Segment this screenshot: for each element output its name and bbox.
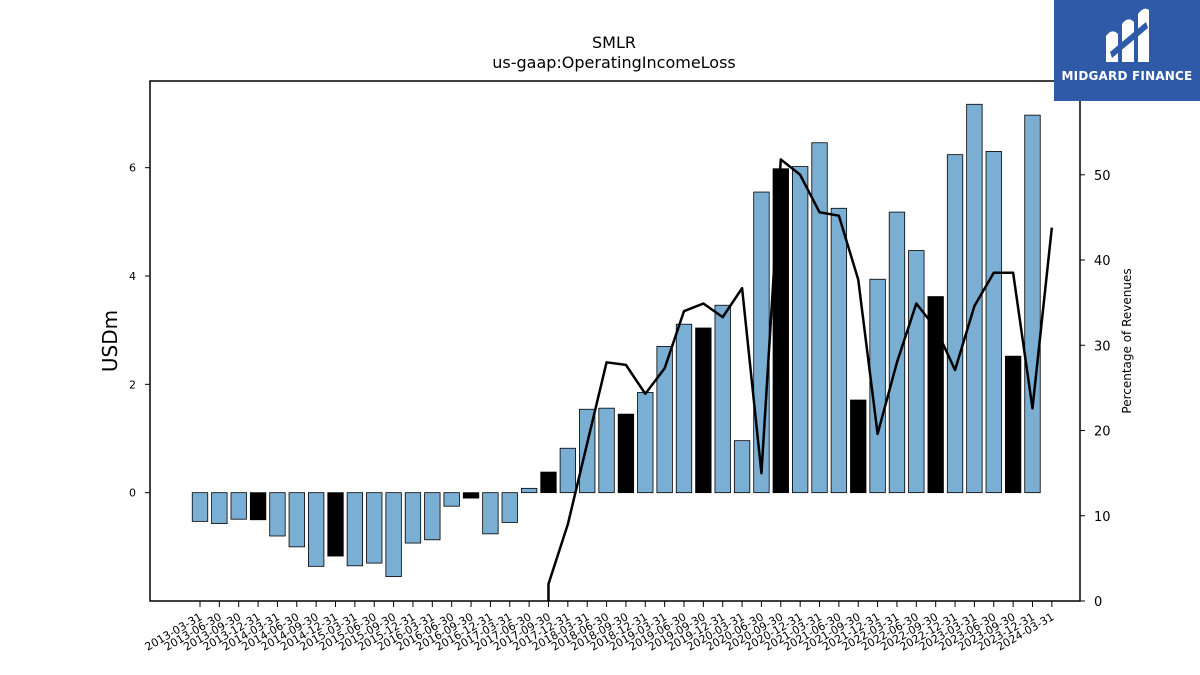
bar-2022-12-31	[946, 154, 964, 494]
y-tick-label: 2	[129, 378, 136, 391]
ratio-line-layer	[547, 158, 1054, 601]
plot-area-frame	[149, 80, 1081, 602]
bar-2017-09-30	[540, 471, 557, 494]
bar-2016-09-30	[462, 492, 480, 499]
logo-text: MIDGARD FINANCE	[1061, 69, 1193, 83]
bar-2020-09-30	[772, 168, 789, 494]
bar-2020-12-31	[792, 166, 809, 494]
y2-axis-label: Percentage of Revenues	[1120, 268, 1134, 413]
bar-2019-03-31	[656, 346, 673, 494]
midgard-logo-icon	[1106, 8, 1149, 63]
bar-2017-12-31	[559, 447, 576, 494]
bar-2014-03-31	[269, 492, 286, 537]
bars	[191, 103, 1041, 578]
bar-2022-06-30	[908, 250, 925, 494]
bar-2022-03-31	[888, 211, 906, 494]
bar-2014-06-30	[288, 492, 305, 548]
bar-2016-12-31	[482, 492, 499, 535]
y-tick-label: 0	[129, 487, 136, 500]
y2-tick-label: 50	[1094, 169, 1111, 184]
y2-tick-label: 40	[1094, 254, 1111, 269]
bar-2022-09-30	[927, 296, 944, 494]
y-tick-label: 6	[129, 162, 136, 175]
bar-2019-06-30	[675, 323, 693, 494]
bar-2017-06-30	[520, 487, 538, 494]
bar-2014-09-30	[308, 492, 325, 567]
y-axis-label: USDm	[98, 310, 122, 372]
y2-tick-label: 20	[1094, 425, 1111, 440]
midgard-logo: MIDGARD FINANCE	[1054, 0, 1200, 101]
bar-2021-09-30	[850, 399, 867, 494]
bar-2013-06-30	[211, 492, 228, 524]
bar-2021-06-30	[830, 207, 848, 494]
bar-2013-12-31	[249, 492, 267, 521]
bar-2023-03-31	[966, 103, 983, 494]
bar-2019-09-30	[695, 327, 712, 494]
bar-2015-12-31	[404, 492, 422, 544]
bar-2015-09-30	[385, 492, 402, 578]
bar-2018-09-30	[617, 413, 635, 494]
bar-2021-12-31	[869, 278, 886, 494]
bar-2018-12-31	[637, 392, 654, 494]
bar-2019-12-31	[714, 304, 731, 494]
bar-2013-03-31	[191, 492, 209, 522]
chart-title: SMLR	[592, 33, 636, 52]
ratio-line	[547, 158, 1054, 601]
axes: 024601020304050602013-03-312013-06-30201…	[129, 84, 1111, 654]
bar-2018-06-30	[598, 407, 615, 494]
y2-tick-label: 0	[1094, 595, 1102, 610]
bar-2013-09-30	[230, 492, 247, 520]
bar-2017-03-31	[501, 492, 518, 523]
bar-2015-03-31	[346, 492, 364, 567]
bar-2016-03-31	[424, 492, 441, 541]
bar-2015-06-30	[366, 492, 383, 564]
y-tick-label: 4	[129, 270, 136, 283]
bar-2016-06-30	[443, 492, 460, 507]
chart-subtitle: us-gaap:OperatingIncomeLoss	[492, 53, 736, 72]
bar-2023-06-30	[985, 151, 1002, 494]
bar-2014-12-31	[327, 492, 344, 557]
bar-2020-06-30	[753, 191, 770, 494]
y2-tick-label: 10	[1094, 510, 1111, 525]
bar-2023-12-31	[1024, 114, 1041, 494]
y2-tick-label: 30	[1094, 339, 1111, 354]
bar-2023-09-30	[1004, 355, 1022, 494]
bar-2021-03-31	[811, 142, 828, 494]
bar-2020-03-31	[733, 440, 751, 494]
